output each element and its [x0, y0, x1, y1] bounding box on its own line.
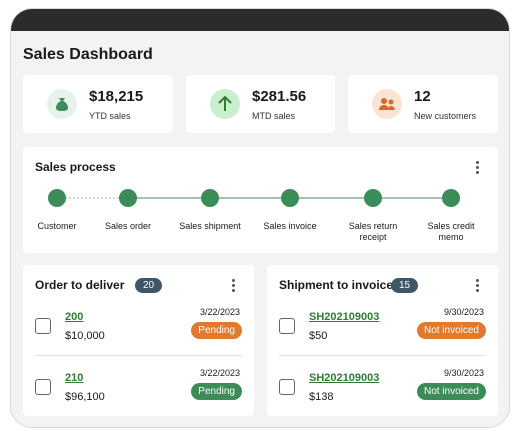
step-label: Sales credit memo [427, 221, 475, 242]
kpi-icon [210, 89, 240, 119]
kpi-value: 12 [414, 88, 431, 105]
amount: $50 [309, 330, 328, 342]
row-checkbox[interactable] [35, 318, 51, 334]
status-badge: Not invoiced [416, 383, 486, 400]
more-menu[interactable] [232, 279, 236, 294]
amount: $138 [309, 391, 334, 403]
top-bar [11, 9, 509, 31]
record-link[interactable]: SH202109003 [309, 311, 380, 323]
card-title: Sales process [35, 160, 116, 174]
more-menu[interactable] [476, 279, 480, 294]
step-dot[interactable] [201, 189, 219, 207]
amount: $96,100 [65, 391, 105, 403]
list-card: Shipment to invoice 15 SH202109003 $50 9/3… [267, 265, 498, 416]
step-dot[interactable] [364, 189, 382, 207]
step-dot[interactable] [119, 189, 137, 207]
count-badge: 15 [391, 278, 419, 293]
status-badge: Pending [191, 322, 242, 339]
row-checkbox[interactable] [279, 379, 295, 395]
kpi-card[interactable]: $18,215 YTD sales [23, 75, 173, 133]
date: 9/30/2023 [443, 368, 484, 378]
arrow-up-icon [218, 95, 232, 111]
process-card: Sales process Customer Sales order Sales s… [23, 147, 498, 253]
date: 3/22/2023 [199, 368, 240, 378]
record-link[interactable]: 200 [65, 311, 84, 323]
step-dot[interactable] [48, 189, 66, 207]
amount: $10,000 [65, 330, 105, 342]
divider [279, 355, 486, 356]
kpi-card[interactable]: 12 New customers [348, 75, 498, 133]
kpi-value: $281.56 [252, 88, 307, 105]
kpi-value: $18,215 [89, 88, 144, 105]
record-link[interactable]: 210 [65, 372, 84, 384]
kpi-icon [372, 89, 402, 119]
card-title: Shipment to invoice [279, 278, 394, 292]
step-label: Customer [37, 221, 77, 231]
step-label: Sales order [104, 221, 152, 231]
step-label: Sales invoice [263, 221, 317, 231]
row-checkbox[interactable] [35, 379, 51, 395]
kpi-card[interactable]: $281.56 MTD sales [186, 75, 335, 133]
step-dot[interactable] [281, 189, 299, 207]
status-badge: Not invoiced [416, 322, 486, 339]
record-link[interactable]: SH202109003 [309, 372, 380, 384]
page-title: Sales Dashboard [23, 46, 153, 63]
step-dot[interactable] [442, 189, 460, 207]
status-badge: Pending [191, 383, 242, 400]
date: 3/22/2023 [199, 307, 240, 317]
kpi-label: New customers [414, 111, 477, 121]
step-label: Sales shipment [179, 221, 241, 231]
divider [35, 355, 242, 356]
kpi-label: YTD sales [89, 111, 131, 121]
card-title: Order to deliver [35, 278, 125, 292]
device-frame: Sales Dashboard $18,215 YTD sales $281.5… [10, 8, 510, 428]
money-bag-icon [56, 98, 68, 111]
people-icon [379, 98, 395, 110]
count-badge: 20 [135, 278, 163, 293]
date: 9/30/2023 [443, 307, 484, 317]
list-card: Order to deliver 20 200 $10,000 3/22/2023 P… [23, 265, 254, 416]
row-checkbox[interactable] [279, 318, 295, 334]
step-label: Sales return receipt [348, 221, 398, 242]
kpi-label: MTD sales [252, 111, 296, 121]
more-menu[interactable] [476, 161, 480, 176]
kpi-icon [47, 89, 77, 119]
